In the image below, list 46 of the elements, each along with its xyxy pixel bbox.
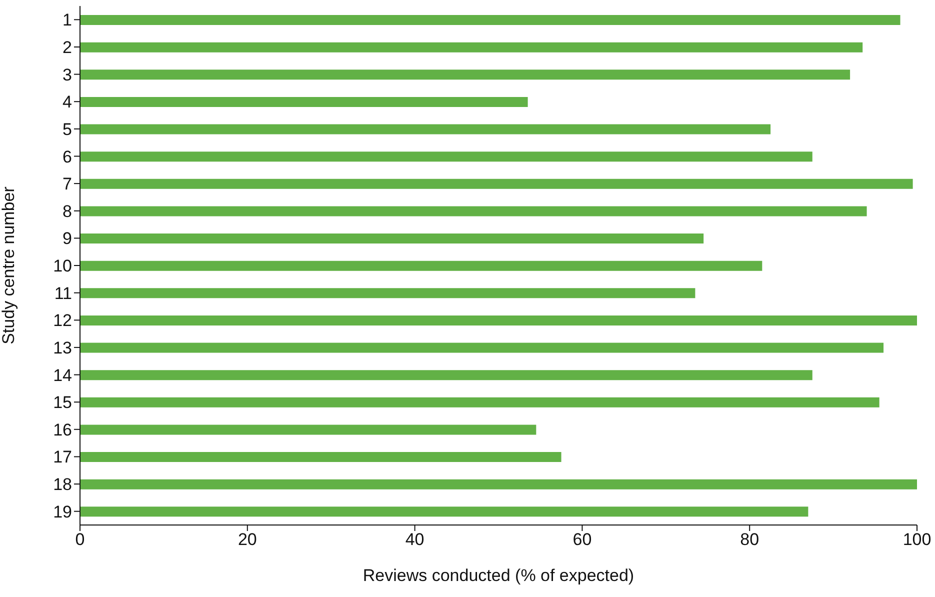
bar bbox=[80, 206, 867, 216]
y-tick-label: 5 bbox=[62, 120, 72, 139]
y-tick-label: 7 bbox=[62, 174, 72, 194]
bar bbox=[80, 70, 850, 80]
x-tick-label: 60 bbox=[572, 530, 592, 550]
bar bbox=[80, 506, 808, 517]
bar bbox=[80, 315, 917, 326]
bar bbox=[80, 424, 536, 435]
x-axis-title: Reviews conducted (% of expected) bbox=[362, 566, 634, 585]
y-tick-label: 14 bbox=[53, 366, 72, 385]
bar bbox=[80, 342, 884, 353]
bar bbox=[80, 370, 812, 380]
y-tick-label: 10 bbox=[53, 256, 72, 276]
bar bbox=[80, 234, 704, 244]
bar bbox=[80, 479, 917, 490]
y-axis-title: Study centre number bbox=[0, 186, 18, 344]
y-tick-label: 8 bbox=[62, 202, 72, 221]
bar bbox=[80, 124, 771, 134]
y-tick-label: 17 bbox=[53, 448, 72, 467]
bar bbox=[80, 96, 528, 107]
x-tick-label: 100 bbox=[902, 530, 932, 550]
bar bbox=[80, 397, 880, 408]
x-tick-label: 80 bbox=[740, 530, 760, 550]
y-tick-label: 9 bbox=[62, 229, 72, 248]
y-tick-label: 4 bbox=[62, 92, 72, 112]
y-tick-label: 1 bbox=[62, 10, 72, 30]
bar bbox=[80, 288, 696, 298]
bar bbox=[80, 152, 812, 162]
y-tick-label: 13 bbox=[53, 338, 72, 358]
bar bbox=[80, 178, 913, 189]
x-tick-label: 0 bbox=[75, 530, 85, 550]
bar bbox=[80, 452, 562, 462]
bar bbox=[80, 260, 762, 271]
x-tick-label: 40 bbox=[405, 530, 424, 550]
y-tick-label: 18 bbox=[53, 475, 72, 494]
y-tick-label: 11 bbox=[54, 284, 72, 303]
y-tick-label: 12 bbox=[53, 311, 72, 330]
x-tick-label: 20 bbox=[238, 530, 257, 550]
y-tick-label: 6 bbox=[62, 147, 72, 166]
y-tick-label: 19 bbox=[53, 502, 72, 522]
y-tick-label: 2 bbox=[62, 38, 72, 58]
y-tick-label: 16 bbox=[53, 420, 72, 440]
bar bbox=[80, 42, 863, 52]
bar bbox=[80, 15, 900, 25]
y-tick-label: 15 bbox=[53, 393, 72, 412]
y-tick-label: 3 bbox=[62, 65, 72, 84]
